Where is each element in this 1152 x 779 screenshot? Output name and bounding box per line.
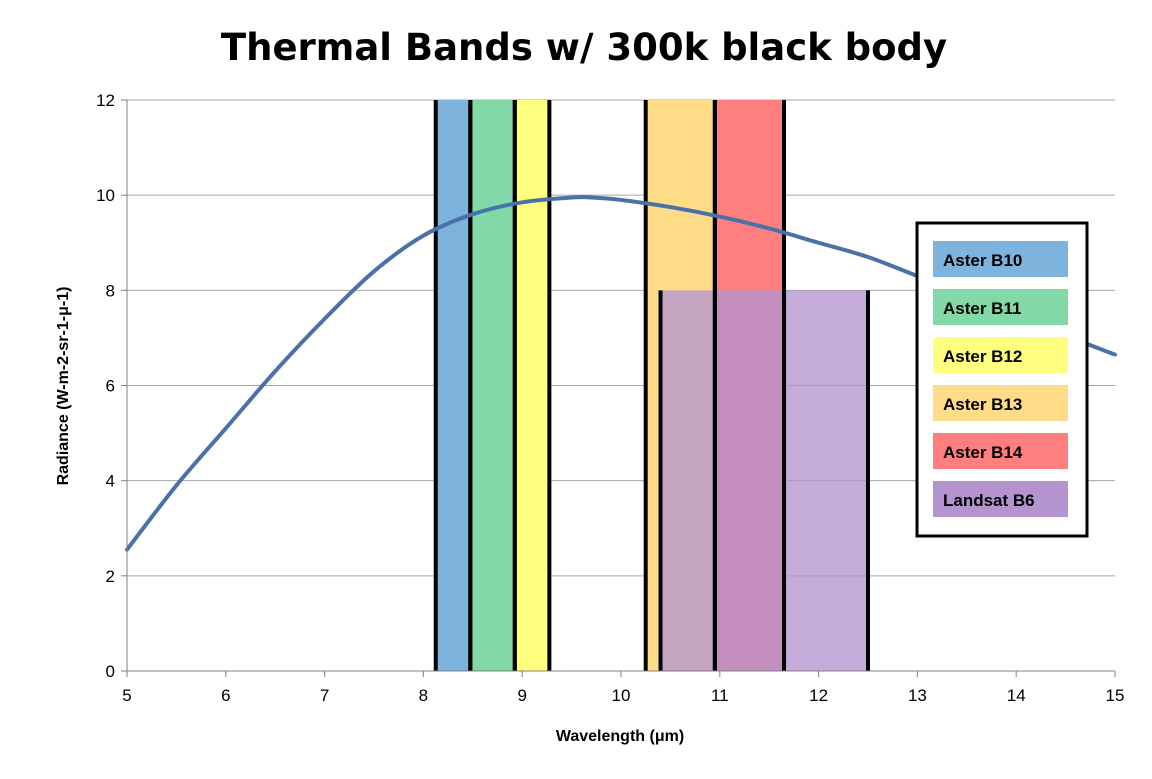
y-axis-label: Radiance (W-m-2-sr-1-μ-1) bbox=[55, 287, 72, 486]
legend-entry-label: Aster B10 bbox=[943, 251, 1022, 270]
band-area bbox=[435, 100, 471, 671]
legend-entry-label: Aster B14 bbox=[943, 443, 1023, 462]
x-tick-label: 6 bbox=[221, 686, 230, 705]
y-tick-label: 6 bbox=[106, 377, 115, 396]
y-tick-label: 12 bbox=[96, 91, 115, 110]
y-tick-label: 0 bbox=[106, 662, 115, 681]
band-area bbox=[514, 100, 550, 671]
x-tick-label: 10 bbox=[612, 686, 631, 705]
legend: Aster B10 Aster B11 Aster B12 Aster B13 Aste… bbox=[915, 221, 1089, 538]
x-tick-label: 14 bbox=[1007, 686, 1026, 705]
legend-swatch bbox=[933, 433, 1068, 469]
y-tick-label: 10 bbox=[96, 186, 115, 205]
y-tick-label: 2 bbox=[106, 567, 115, 586]
x-axis-label: Wavelength (μm) bbox=[556, 728, 684, 745]
legend-entry-label: Aster B12 bbox=[943, 347, 1022, 366]
legend-swatch bbox=[933, 337, 1068, 373]
legend-swatch bbox=[933, 481, 1068, 517]
chart-title: Thermal Bands w/ 300k black body bbox=[221, 26, 947, 69]
band-areas bbox=[433, 100, 870, 671]
x-tick-label: 7 bbox=[320, 686, 329, 705]
x-tick-label: 12 bbox=[809, 686, 828, 705]
axes: 0 2 4 6 8 10 12 5 6 7 8 9 10 11 12 13 14 15 bbox=[96, 91, 1124, 705]
x-tick-label: 15 bbox=[1106, 686, 1125, 705]
x-tick-label: 13 bbox=[908, 686, 927, 705]
x-tick-label: 8 bbox=[419, 686, 428, 705]
legend-swatch bbox=[933, 289, 1068, 325]
gridlines bbox=[127, 99, 1115, 577]
x-tick-label: 5 bbox=[122, 686, 131, 705]
legend-entry-label: Aster B13 bbox=[943, 395, 1022, 414]
y-tick-label: 8 bbox=[106, 281, 115, 300]
x-tick-label: 9 bbox=[517, 686, 526, 705]
y-tick-label: 4 bbox=[106, 472, 115, 491]
legend-swatch bbox=[933, 241, 1068, 277]
legend-entry-label: Landsat B6 bbox=[943, 491, 1035, 510]
legend-entry-label: Aster B11 bbox=[943, 299, 1021, 318]
band-area bbox=[660, 290, 868, 671]
x-tick-label: 11 bbox=[711, 686, 729, 705]
band-area bbox=[470, 100, 515, 671]
legend-swatch bbox=[933, 385, 1068, 421]
